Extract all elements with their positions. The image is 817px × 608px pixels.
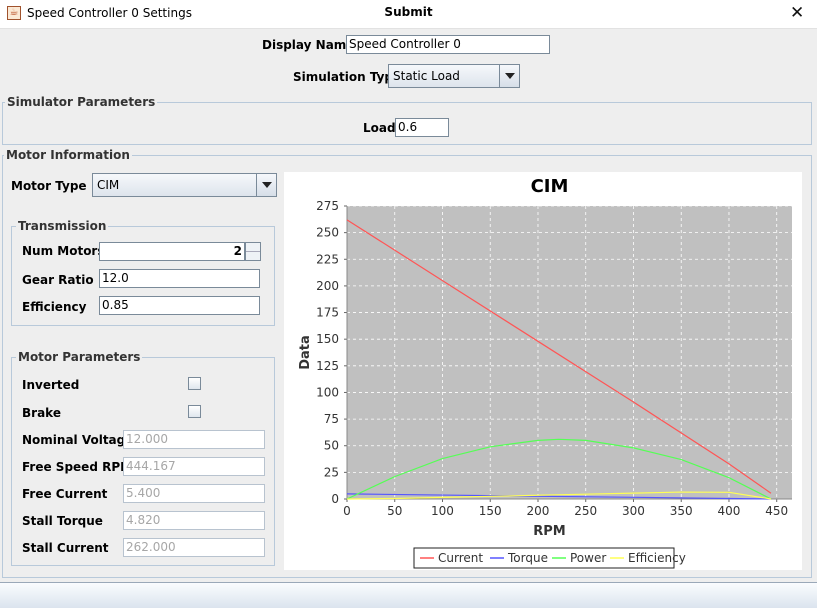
nominal-voltage-field: 12.000 <box>123 430 265 449</box>
gear-ratio-label: Gear Ratio <box>22 273 94 287</box>
num-motors-label: Num Motors <box>22 244 105 258</box>
gear-ratio-input[interactable]: 12.0 <box>99 269 260 288</box>
motor-chart: CIM 0 50 100 150 200 250 300 350 400 450 0 25 50 75 100… <box>284 172 802 570</box>
window-title: Speed Controller 0 Settings <box>27 6 192 20</box>
motor-parameters-group <box>11 357 275 566</box>
x-tick-label: 100 <box>431 504 454 518</box>
free-current-label: Free Current <box>22 487 108 501</box>
submit-button[interactable] <box>0 582 817 608</box>
stall-torque-label: Stall Torque <box>22 514 103 528</box>
series-line-torque <box>346 493 771 500</box>
chevron-down-icon[interactable] <box>499 65 519 87</box>
motor-parameters-title: Motor Parameters <box>16 350 143 364</box>
x-tick-label: 0 <box>343 504 351 518</box>
inverted-checkbox[interactable] <box>188 377 201 390</box>
inverted-label: Inverted <box>22 378 80 392</box>
brake-checkbox[interactable] <box>188 405 201 418</box>
close-icon[interactable]: ✕ <box>790 3 805 23</box>
chart-title: CIM <box>531 176 569 197</box>
free-speed-field: 444.167 <box>123 457 265 476</box>
series-line-power <box>346 438 772 500</box>
y-tick-label: 25 <box>324 465 339 479</box>
efficiency-input[interactable]: 0.85 <box>99 296 260 315</box>
simulation-type-value: Static Load <box>393 69 460 83</box>
x-tick-label: 450 <box>765 504 788 518</box>
submit-label: Submit <box>384 5 433 19</box>
free-current-field: 5.400 <box>123 484 265 503</box>
legend-label-efficiency: Efficiency <box>628 551 686 565</box>
spin-down-icon[interactable] <box>246 252 260 260</box>
simulator-parameters-group <box>2 102 812 145</box>
motor-type-label: Motor Type <box>11 179 87 193</box>
y-axis-label: Data <box>298 335 313 370</box>
series-line-efficiency <box>346 491 772 500</box>
stall-current-label: Stall Current <box>22 541 109 555</box>
load-input[interactable]: 0.6 <box>395 118 449 137</box>
y-tick-label: 275 <box>316 199 339 213</box>
motor-information-title: Motor Information <box>4 148 132 162</box>
x-axis-label: RPM <box>533 524 565 539</box>
chevron-down-icon[interactable] <box>256 174 276 196</box>
y-tick-label: 75 <box>324 412 339 426</box>
simulator-parameters-title: Simulator Parameters <box>5 95 158 109</box>
efficiency-label: Efficiency <box>22 300 87 314</box>
x-tick-label: 250 <box>574 504 597 518</box>
motor-type-select[interactable]: CIM <box>92 173 277 197</box>
display-name-input[interactable]: Speed Controller 0 <box>346 35 550 54</box>
simulation-type-label: Simulation Type <box>293 70 402 84</box>
load-label: Load <box>363 121 396 135</box>
plot-area <box>347 206 792 499</box>
nominal-voltage-label: Nominal Voltage <box>22 433 134 447</box>
x-tick-label: 350 <box>670 504 693 518</box>
x-tick-label: 300 <box>622 504 645 518</box>
motor-information-group <box>2 155 812 578</box>
title-bar <box>0 0 817 29</box>
legend-label-power: Power <box>570 551 606 565</box>
series-line-current <box>346 219 772 494</box>
java-cup-icon: ☕ <box>7 6 21 20</box>
x-tick-label: 50 <box>387 504 402 518</box>
x-tick-label: 150 <box>479 504 502 518</box>
y-tick-label: 0 <box>331 492 339 506</box>
legend-label-current: Current <box>438 551 483 565</box>
legend <box>413 547 675 569</box>
stall-current-field: 262.000 <box>123 538 265 557</box>
y-tick-label: 125 <box>316 359 339 373</box>
motor-type-value: CIM <box>97 178 120 192</box>
y-tick-label: 175 <box>316 306 339 320</box>
y-tick-label: 150 <box>316 332 339 346</box>
x-tick-label: 200 <box>527 504 550 518</box>
transmission-title: Transmission <box>16 219 109 233</box>
y-tick-label: 225 <box>316 252 339 266</box>
display-name-label: Display Name <box>262 38 355 52</box>
y-tick-label: 100 <box>316 385 339 399</box>
spin-up-icon[interactable] <box>246 243 260 252</box>
simulation-type-select[interactable]: Static Load <box>388 64 520 88</box>
free-speed-label: Free Speed RPM <box>22 460 133 474</box>
y-tick-label: 50 <box>324 439 339 453</box>
stall-torque-field: 4.820 <box>123 511 265 530</box>
y-tick-label: 250 <box>316 226 339 240</box>
transmission-group <box>11 226 275 326</box>
brake-label: Brake <box>22 406 61 420</box>
legend-label-torque: Torque <box>507 551 548 565</box>
num-motors-stepper[interactable] <box>245 242 261 261</box>
y-tick-label: 200 <box>316 279 339 293</box>
num-motors-input[interactable]: 2 <box>99 242 245 261</box>
x-tick-label: 400 <box>718 504 741 518</box>
